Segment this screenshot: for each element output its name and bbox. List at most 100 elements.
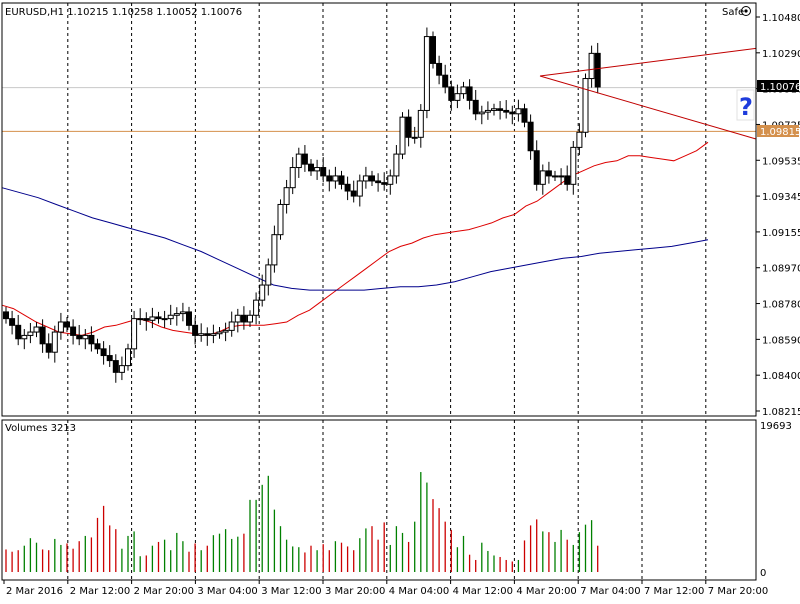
safe-mode-icon[interactable] bbox=[741, 6, 751, 16]
candle-body bbox=[423, 36, 430, 111]
line-price-tag: 1.09815 bbox=[757, 125, 800, 138]
candle-body bbox=[308, 163, 314, 172]
candle-body bbox=[301, 153, 308, 165]
volume-panel-frame bbox=[1, 419, 757, 581]
time-tick-label: 4 Mar 20:00 bbox=[516, 586, 576, 597]
candle-body bbox=[497, 108, 504, 111]
candle-body bbox=[466, 86, 473, 101]
candle-body bbox=[161, 318, 168, 321]
candle-body bbox=[33, 326, 40, 333]
candle-body bbox=[155, 316, 162, 320]
candle-body bbox=[64, 321, 70, 328]
candle-body bbox=[265, 264, 272, 286]
candle-body bbox=[478, 111, 485, 115]
candle-body bbox=[533, 150, 540, 185]
candle-body bbox=[552, 175, 558, 178]
moving-average-fast bbox=[1, 141, 709, 336]
svg-text:1.09815: 1.09815 bbox=[760, 127, 800, 138]
price-tick-label: 1.08590 bbox=[762, 335, 800, 346]
candle-body bbox=[356, 180, 363, 197]
axes: 1.104801.102901.099101.097251.095351.093… bbox=[3, 13, 800, 597]
panel-frames bbox=[1, 2, 757, 581]
candle-body bbox=[387, 175, 394, 185]
candle-body bbox=[350, 190, 357, 197]
time-tick-label: 2 Mar 12:00 bbox=[70, 586, 130, 597]
symbol-info-label: EURUSD,H1 1.10215 1.10258 1.10052 1.1007… bbox=[5, 7, 242, 18]
candle-body bbox=[564, 175, 571, 185]
candle-body bbox=[576, 131, 583, 148]
current-price-tag: 1.10076 bbox=[757, 80, 800, 93]
horizontal-price-line[interactable] bbox=[2, 87, 756, 132]
candle-body bbox=[436, 62, 443, 76]
candle-body bbox=[277, 203, 284, 236]
candle-body bbox=[588, 52, 595, 80]
trendline-upper bbox=[539, 47, 757, 77]
candle-body bbox=[259, 284, 266, 301]
price-tick-label: 1.10480 bbox=[762, 13, 800, 24]
candle-body bbox=[460, 86, 467, 95]
candle-body bbox=[173, 313, 180, 316]
price-tick-label: 1.09345 bbox=[762, 192, 800, 203]
volume-max-tick: 19693 bbox=[760, 421, 792, 432]
candle-body bbox=[198, 333, 205, 336]
question-mark-icon[interactable]: ? bbox=[736, 89, 755, 121]
candle-body bbox=[228, 321, 235, 331]
candle-body bbox=[57, 321, 64, 333]
candle-body bbox=[594, 52, 601, 88]
svg-text:1.10076: 1.10076 bbox=[760, 82, 800, 93]
price-tick-label: 1.09535 bbox=[762, 156, 800, 167]
candle-body bbox=[143, 318, 150, 321]
candle-body bbox=[570, 146, 577, 185]
time-tick-label: 7 Mar 12:00 bbox=[644, 586, 704, 597]
candle-body bbox=[240, 314, 247, 323]
price-tick-label: 1.08400 bbox=[762, 371, 800, 382]
candle-body bbox=[369, 175, 375, 182]
candle-body bbox=[289, 167, 296, 189]
candle-body bbox=[375, 180, 382, 184]
candle-body bbox=[484, 109, 491, 113]
candle-body bbox=[216, 331, 223, 335]
time-tick-label: 4 Mar 12:00 bbox=[453, 586, 513, 597]
safe-mode-label: Safe bbox=[722, 7, 744, 18]
candle-body bbox=[76, 334, 83, 340]
candle-body bbox=[545, 170, 552, 177]
candle-body bbox=[344, 183, 351, 192]
grid-lines bbox=[67, 3, 707, 580]
trendline-channel[interactable] bbox=[539, 47, 757, 140]
candle-body bbox=[582, 78, 589, 133]
candle-body bbox=[179, 311, 186, 315]
time-tick-label: 4 Mar 04:00 bbox=[389, 586, 449, 597]
price-tick-label: 1.08780 bbox=[762, 300, 800, 311]
candle-body bbox=[192, 324, 199, 336]
price-tick-label: 1.08970 bbox=[762, 264, 800, 275]
candle-body bbox=[393, 153, 400, 177]
candle-body bbox=[82, 334, 89, 340]
candle-body bbox=[509, 111, 516, 115]
candle-body bbox=[362, 175, 369, 182]
price-tick-label: 1.09155 bbox=[762, 228, 800, 239]
time-tick-label: 2 Mar 20:00 bbox=[134, 586, 194, 597]
time-tick-label: 7 Mar 04:00 bbox=[580, 586, 640, 597]
candle-body bbox=[186, 311, 192, 326]
candle-body bbox=[9, 318, 16, 326]
candle-body bbox=[430, 36, 436, 64]
candle-body bbox=[448, 86, 455, 101]
candle-body bbox=[131, 318, 138, 350]
moving-averages bbox=[1, 141, 709, 336]
svg-text:?: ? bbox=[739, 93, 753, 121]
candle-body bbox=[253, 299, 260, 316]
candle-body bbox=[51, 331, 58, 353]
candle-body bbox=[118, 365, 125, 373]
candle-body bbox=[295, 153, 302, 169]
candle-body bbox=[332, 175, 339, 182]
candle-body bbox=[314, 167, 321, 172]
candle-body bbox=[106, 355, 113, 362]
candle-body bbox=[417, 109, 424, 138]
candle-body bbox=[204, 333, 211, 336]
time-tick-label: 7 Mar 20:00 bbox=[708, 586, 768, 597]
candle-body bbox=[234, 314, 241, 323]
candlesticks bbox=[3, 27, 601, 383]
candle-body bbox=[247, 314, 253, 323]
